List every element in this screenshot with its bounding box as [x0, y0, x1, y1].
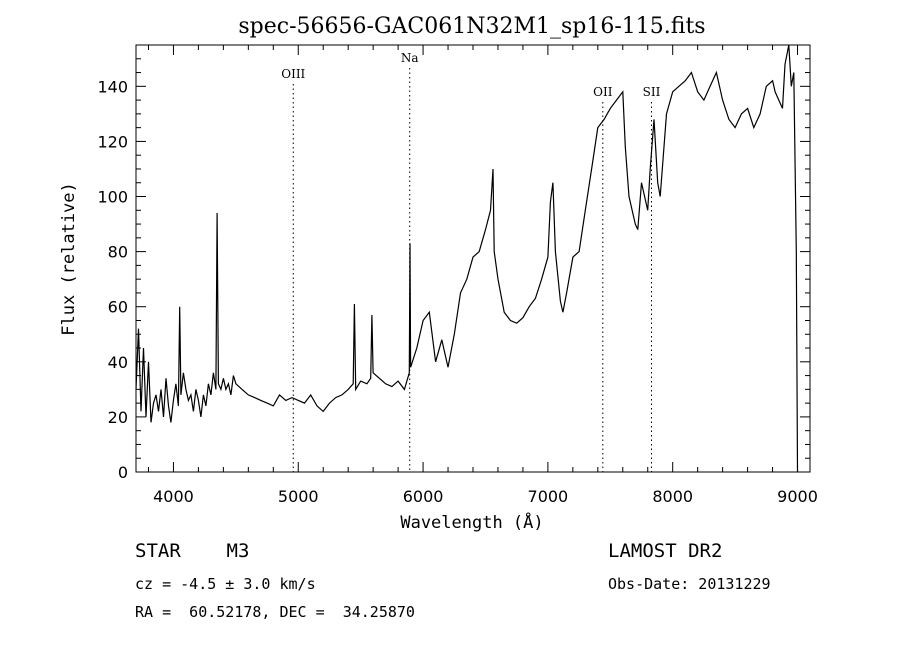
- redshift-cz: cz = -4.5 ± 3.0 km/s: [135, 575, 316, 593]
- annotation-label: Na: [401, 51, 419, 65]
- y-tick-label: 0: [118, 463, 128, 482]
- x-axis-ticks: 4000 5000 6000 7000 8000 9000: [147, 45, 818, 506]
- x-tick-label: 5000: [278, 487, 319, 506]
- x-tick-label: 9000: [777, 487, 818, 506]
- annotation-label: OII: [593, 85, 613, 99]
- object-type: STAR M3: [135, 540, 250, 562]
- coordinates: RA = 60.52178, DEC = 34.25870: [135, 603, 415, 621]
- annotation-label: OIII: [281, 67, 305, 81]
- x-tick-label: 8000: [652, 487, 693, 506]
- survey-name: LAMOST DR2: [608, 540, 723, 562]
- x-axis-label: Wavelength (Å): [400, 511, 543, 533]
- y-tick-label: 80: [108, 243, 128, 262]
- plot-frame: [135, 44, 811, 473]
- x-tick-label: 6000: [403, 487, 444, 506]
- y-axis-ticks: 0 20 40 60 80 100 120 140: [97, 58, 810, 482]
- spectrum-line: [135, 44, 799, 473]
- chart-title: spec-56656-GAC061N32M1_sp16-115.fits: [238, 14, 705, 39]
- x-tick-label: 4000: [153, 487, 194, 506]
- line-annotations: OIII Na OII SII: [281, 51, 661, 472]
- y-tick-label: 20: [108, 408, 128, 427]
- y-axis-label: Flux (relative): [59, 182, 79, 336]
- y-tick-label: 120: [97, 132, 128, 151]
- object-subclass: M3: [226, 540, 250, 562]
- observation-date: Obs-Date: 20131229: [608, 575, 771, 593]
- y-tick-label: 140: [97, 77, 128, 96]
- y-tick-label: 40: [108, 353, 128, 372]
- x-tick-label: 7000: [528, 487, 569, 506]
- y-tick-label: 100: [97, 188, 128, 207]
- y-tick-label: 60: [108, 298, 128, 317]
- annotation-label: SII: [643, 85, 661, 99]
